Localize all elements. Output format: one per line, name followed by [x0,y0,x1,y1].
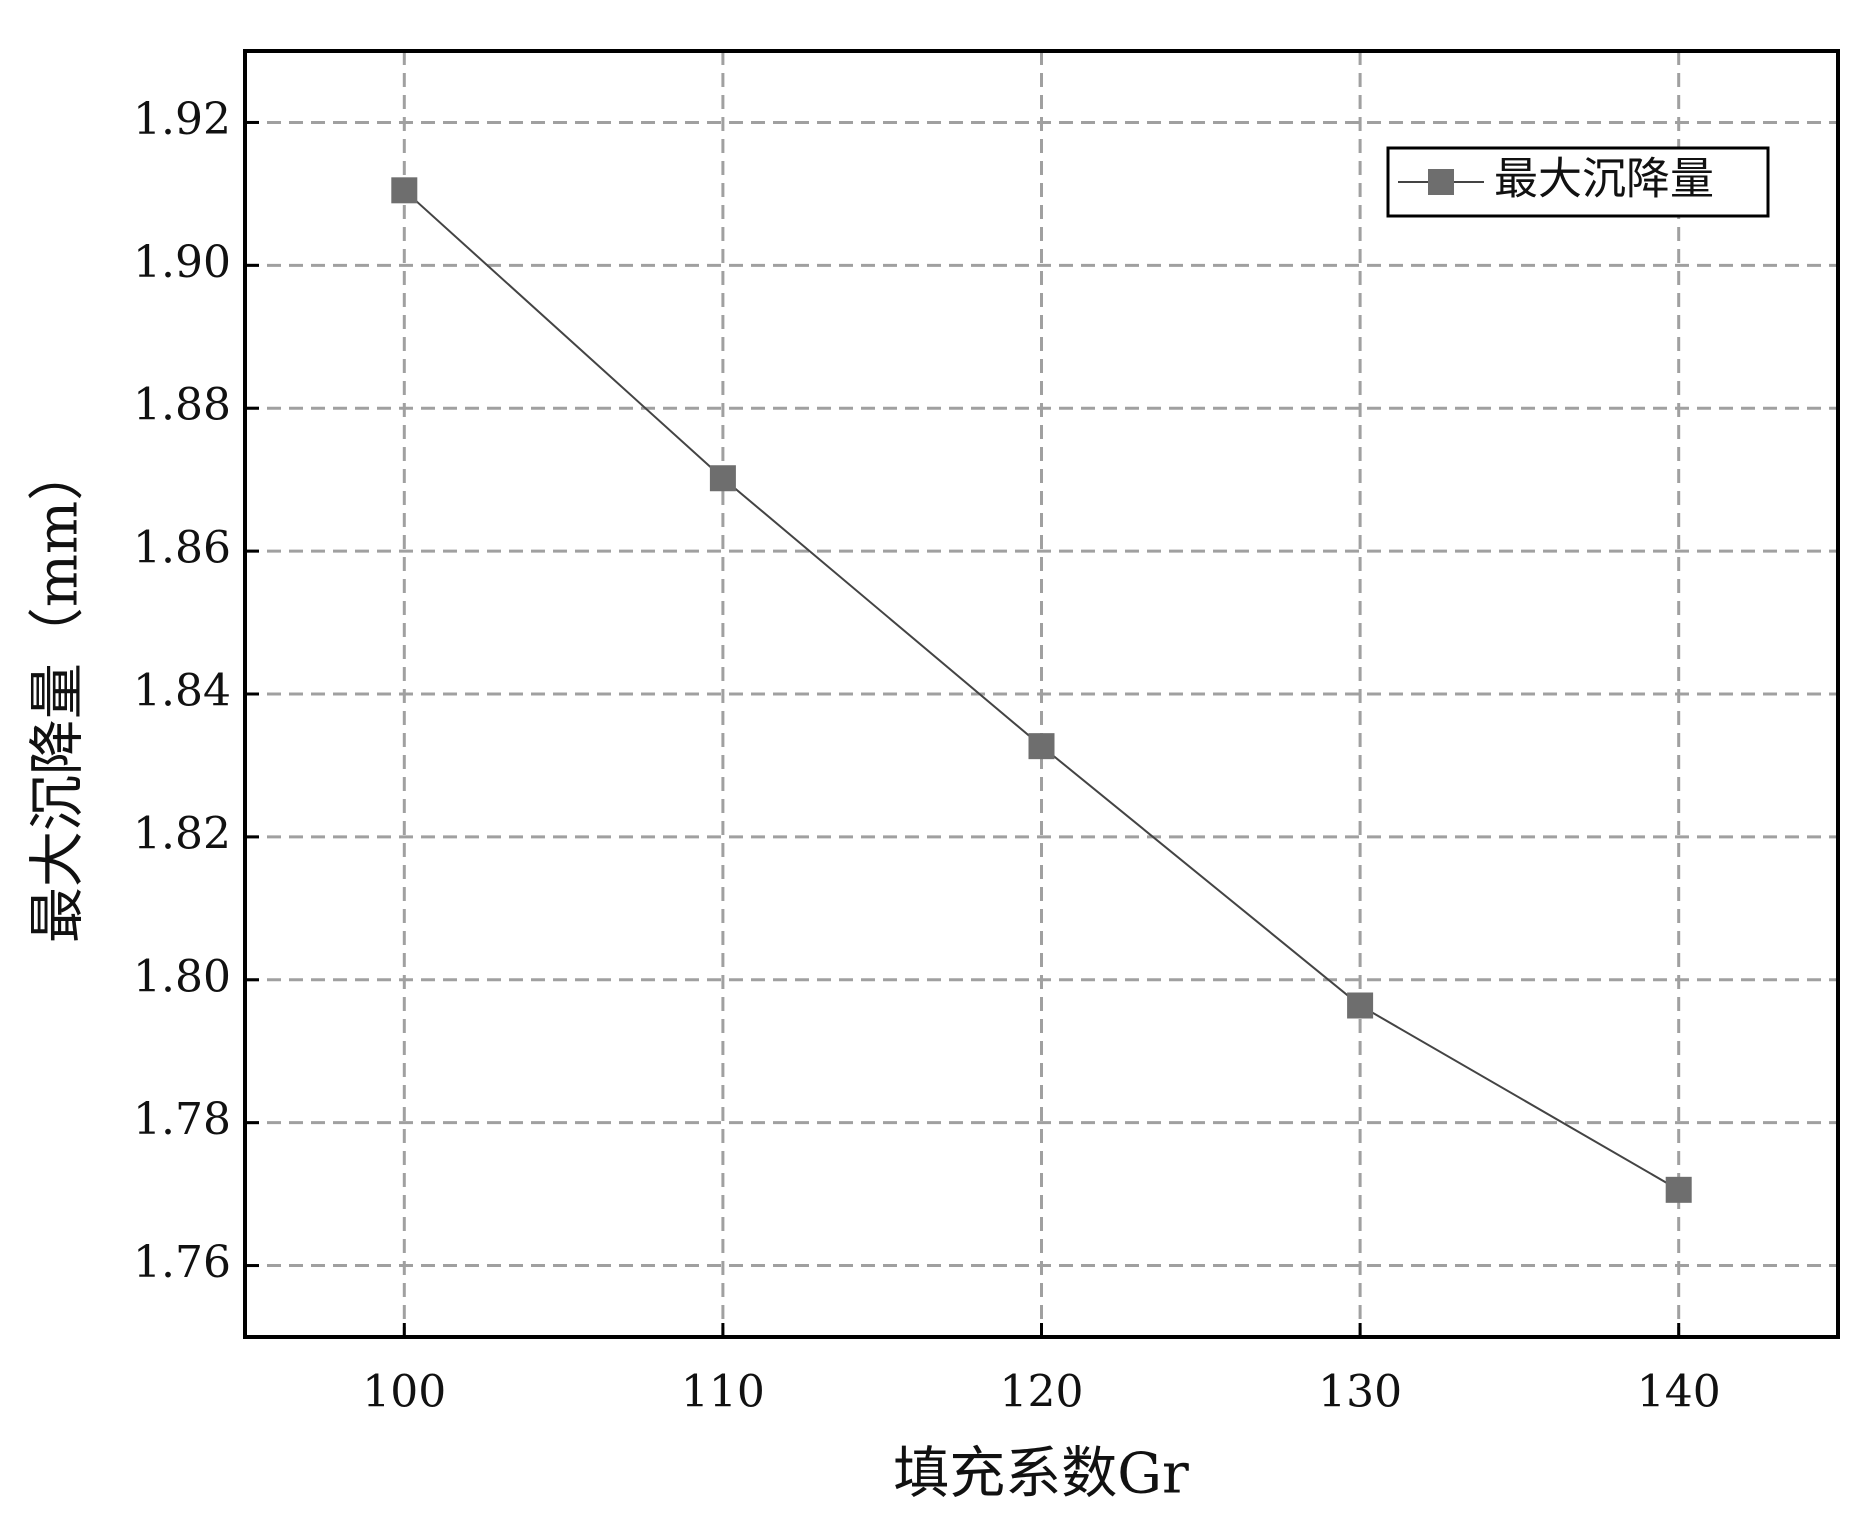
x-tick-label: 100 [362,1367,446,1418]
y-tick-label: 1.80 [133,951,231,1002]
x-tick-label: 120 [1000,1367,1084,1418]
y-axis-label: 最大沉降量（mm） [26,445,91,943]
data-point [1665,1176,1692,1203]
x-tick-label: 140 [1637,1367,1721,1418]
plot-frame [243,49,1840,1339]
data-point [391,177,418,204]
y-tick-label: 1.84 [133,666,231,717]
data-point [709,465,736,492]
data-point [1347,992,1374,1019]
y-tick-label: 1.86 [133,523,231,574]
legend-marker [1428,169,1454,195]
x-tick-label: 110 [681,1367,765,1418]
y-tick-label: 1.90 [133,237,231,288]
data-point [1028,733,1055,760]
x-tick-label: 130 [1318,1367,1402,1418]
x-axis-label: 填充系数Gr [893,1442,1189,1507]
y-tick-label: 1.92 [133,94,231,145]
legend-label: 最大沉降量 [1494,154,1714,205]
y-tick-label: 1.78 [133,1094,231,1145]
y-tick-label: 1.88 [133,380,231,431]
y-tick-label: 1.82 [133,808,231,859]
y-tick-label: 1.76 [133,1237,231,1288]
